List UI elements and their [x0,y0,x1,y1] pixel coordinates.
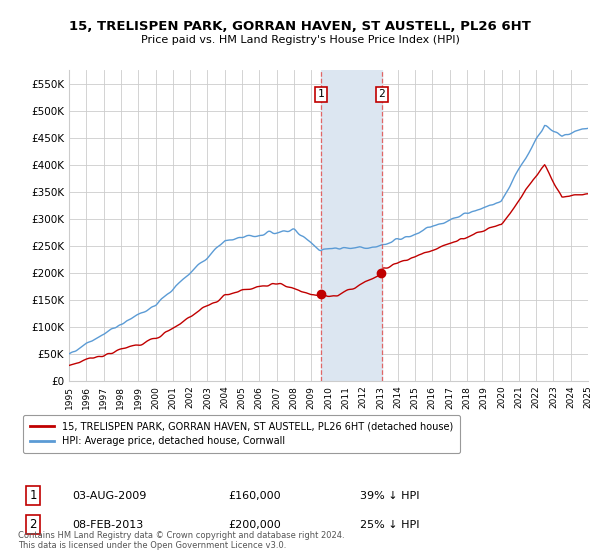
Text: 15, TRELISPEN PARK, GORRAN HAVEN, ST AUSTELL, PL26 6HT: 15, TRELISPEN PARK, GORRAN HAVEN, ST AUS… [69,20,531,32]
Text: 2: 2 [29,518,37,531]
Text: 2: 2 [379,90,385,99]
Text: 1: 1 [318,90,325,99]
Text: 08-FEB-2013: 08-FEB-2013 [72,520,143,530]
Text: 39% ↓ HPI: 39% ↓ HPI [360,491,419,501]
Text: £160,000: £160,000 [228,491,281,501]
Text: Contains HM Land Registry data © Crown copyright and database right 2024.
This d: Contains HM Land Registry data © Crown c… [18,530,344,550]
Text: £200,000: £200,000 [228,520,281,530]
Text: 03-AUG-2009: 03-AUG-2009 [72,491,146,501]
Text: 25% ↓ HPI: 25% ↓ HPI [360,520,419,530]
Legend: 15, TRELISPEN PARK, GORRAN HAVEN, ST AUSTELL, PL26 6HT (detached house), HPI: Av: 15, TRELISPEN PARK, GORRAN HAVEN, ST AUS… [23,415,460,453]
Bar [321,70,382,381]
Text: Price paid vs. HM Land Registry's House Price Index (HPI): Price paid vs. HM Land Registry's House … [140,35,460,45]
Text: 1: 1 [29,489,37,502]
